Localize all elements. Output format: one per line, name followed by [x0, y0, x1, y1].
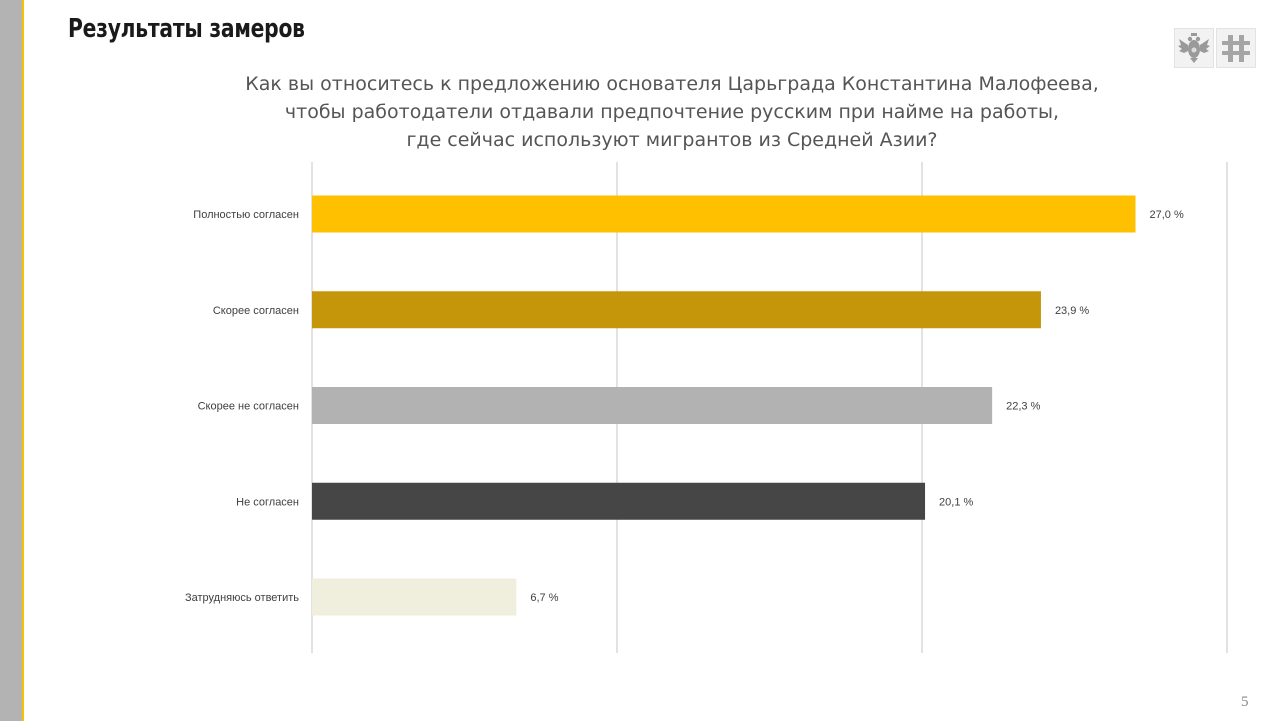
left-sidebar-stripe	[0, 0, 22, 721]
chart-title-line: Как вы относитесь к предложению основате…	[245, 73, 1099, 95]
page-number: 5	[1241, 694, 1249, 710]
category-label: Полностью согласен	[193, 209, 299, 221]
bar	[312, 195, 1136, 233]
logo-group	[1174, 28, 1256, 68]
category-label: Затрудняюсь ответить	[185, 592, 299, 604]
data-label: 22,3 %	[1006, 401, 1040, 413]
bar	[312, 482, 926, 520]
category-label: Скорее согласен	[213, 305, 299, 317]
accent-line	[22, 0, 24, 721]
orthodox-cross-icon	[1216, 28, 1256, 68]
data-label: 6,7 %	[530, 592, 558, 604]
bar	[312, 578, 517, 616]
bar	[312, 387, 993, 424]
data-label: 23,9 %	[1055, 305, 1089, 317]
slide-title: Результаты замеров	[68, 14, 305, 44]
double-headed-eagle-icon	[1174, 28, 1214, 68]
chart-title-line: где сейчас используют мигрантов из Средн…	[406, 129, 938, 151]
bar	[312, 291, 1041, 329]
data-label: 27,0 %	[1150, 209, 1184, 221]
chart-title: Как вы относитесь к предложению основате…	[150, 70, 1194, 154]
data-label: 20,1 %	[939, 496, 973, 508]
category-label: Не согласен	[236, 496, 299, 508]
chart-title-line: чтобы работодатели отдавали предпочтение…	[284, 101, 1060, 123]
category-label: Скорее не согласен	[198, 401, 299, 413]
